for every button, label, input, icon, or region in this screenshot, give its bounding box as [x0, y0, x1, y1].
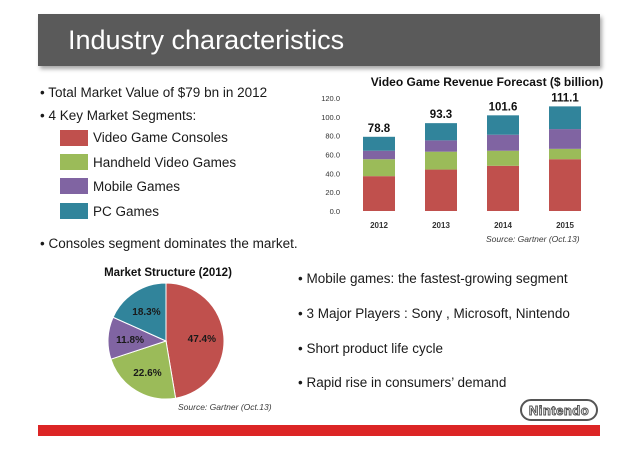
bar-segment-handheld-video-games: [549, 148, 581, 160]
y-tick-label: 20.0: [325, 188, 340, 197]
bar-total-label: 101.6: [489, 101, 518, 113]
bar-total-label: 93.3: [430, 109, 452, 121]
bar-chart-title: Video Game Revenue Forecast ($ billion): [371, 75, 604, 89]
legend-swatch-mobile: [60, 178, 88, 194]
pie-slice-pc-games: [112, 282, 167, 342]
mobile-growth-bullet: • Mobile games: the fastest-growing segm…: [298, 271, 568, 286]
bar-segment-handheld-video-games: [363, 159, 395, 177]
y-tick-label: 0.0: [330, 207, 340, 216]
page-title: Industry characteristics: [68, 25, 345, 55]
legend-label-pc: PC Games: [93, 204, 160, 219]
nintendo-logo: Nintendo: [520, 399, 598, 421]
pie-value-label: 11.8%: [116, 335, 144, 346]
pie-slice-handheld-video-games: [110, 340, 177, 400]
pie-slice-video-game-consoles: [165, 282, 225, 399]
bar-segment-video-game-consoles: [425, 169, 457, 211]
bar-segment-pc-games: [425, 123, 457, 141]
legend-label-handheld: Handheld Video Games: [93, 155, 237, 170]
bar-segment-video-game-consoles: [363, 176, 395, 211]
major-players-bullet: • 3 Major Players : Sony , Microsoft, Ni…: [298, 306, 570, 321]
bar-segment-pc-games: [487, 115, 519, 135]
y-tick-label: 120.0: [321, 94, 340, 103]
bar-chart-source: Source: Gartner (Oct.13): [486, 234, 580, 244]
x-tick-label: 2014: [494, 221, 512, 230]
title-bar: Industry characteristics: [38, 14, 600, 66]
bar-segment-video-game-consoles: [487, 165, 519, 211]
product-lifecycle-bullet: • Short product life cycle: [298, 341, 444, 356]
bar-segment-mobile-games: [363, 150, 395, 160]
bar-segment-mobile-games: [549, 129, 581, 149]
market-value-bullet: • Total Market Value of $79 bn in 2012: [40, 85, 268, 100]
x-tick-label: 2012: [370, 221, 388, 230]
legend-swatch-pc: [60, 203, 88, 219]
bar-segment-mobile-games: [487, 134, 519, 151]
x-tick-label: 2015: [556, 221, 574, 230]
pie-value-label: 22.6%: [133, 368, 161, 379]
y-tick-label: 100.0: [321, 113, 340, 122]
legend-label-consoles: Video Game Consoles: [93, 130, 228, 145]
nintendo-logo-text: Nintendo: [528, 402, 590, 418]
bottom-accent-bar: [38, 425, 600, 436]
pie-value-label: 18.3%: [132, 307, 160, 318]
bar-total-label: 78.8: [368, 123, 391, 135]
bar-segment-pc-games: [549, 106, 581, 130]
pie-value-label: 47.4%: [188, 334, 216, 345]
legend-swatch-consoles: [60, 130, 88, 146]
bar-segment-handheld-video-games: [425, 151, 457, 170]
bar-segment-mobile-games: [425, 140, 457, 152]
pie-chart-title: Market Structure (2012): [104, 267, 232, 279]
key-segments-bullet: • 4 Key Market Segments:: [40, 108, 197, 123]
y-tick-label: 80.0: [325, 132, 340, 141]
bar-segment-pc-games: [363, 136, 395, 151]
y-tick-label: 60.0: [325, 151, 340, 160]
x-tick-label: 2013: [432, 221, 450, 230]
bar-segment-handheld-video-games: [487, 150, 519, 166]
bar-segment-video-game-consoles: [549, 159, 581, 211]
consoles-dominate-bullet: • Consoles segment dominates the market.: [40, 236, 298, 251]
bar-total-label: 111.1: [551, 92, 579, 104]
legend-swatch-handheld: [60, 154, 88, 170]
consumer-demand-bullet: • Rapid rise in consumers’ demand: [298, 375, 507, 390]
legend-label-mobile: Mobile Games: [93, 179, 181, 194]
pie-chart-source: Source: Gartner (Oct.13): [178, 402, 272, 412]
y-tick-label: 40.0: [325, 169, 340, 178]
